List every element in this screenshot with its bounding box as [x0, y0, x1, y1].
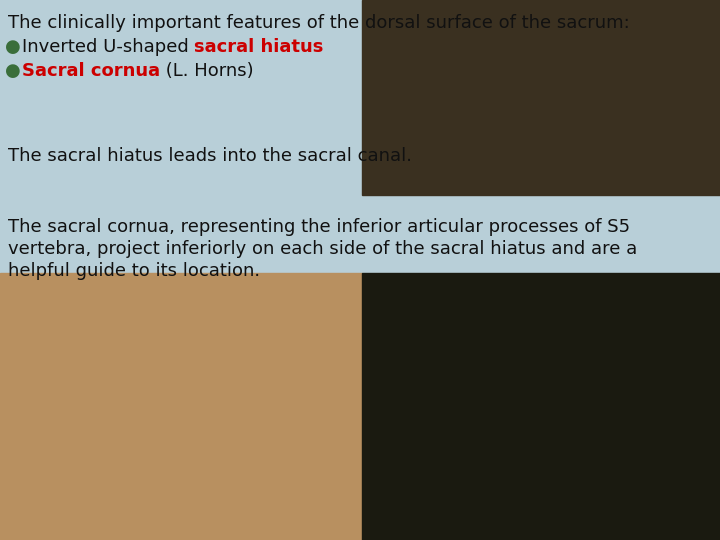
Bar [362, 273, 720, 540]
Text: Inverted U-shaped: Inverted U-shaped [22, 38, 194, 56]
Text: The sacral hiatus leads into the sacral canal.: The sacral hiatus leads into the sacral … [8, 147, 412, 165]
Text: (L. Horns): (L. Horns) [160, 62, 253, 80]
Text: helpful guide to its location.: helpful guide to its location. [8, 262, 260, 280]
Text: Sacral cornua: Sacral cornua [22, 62, 160, 80]
Text: The sacral cornua, representing the inferior articular processes of S5: The sacral cornua, representing the infe… [8, 218, 630, 236]
Text: vertebra, project inferiorly on each side of the sacral hiatus and are a: vertebra, project inferiorly on each sid… [8, 240, 637, 258]
Text: ●: ● [5, 38, 21, 56]
Bar [0, 273, 362, 540]
Text: sacral hiatus: sacral hiatus [194, 38, 323, 56]
Bar [362, 0, 720, 195]
Text: ●: ● [5, 62, 21, 80]
Text: The clinically important features of the dorsal surface of the sacrum:: The clinically important features of the… [8, 14, 630, 32]
